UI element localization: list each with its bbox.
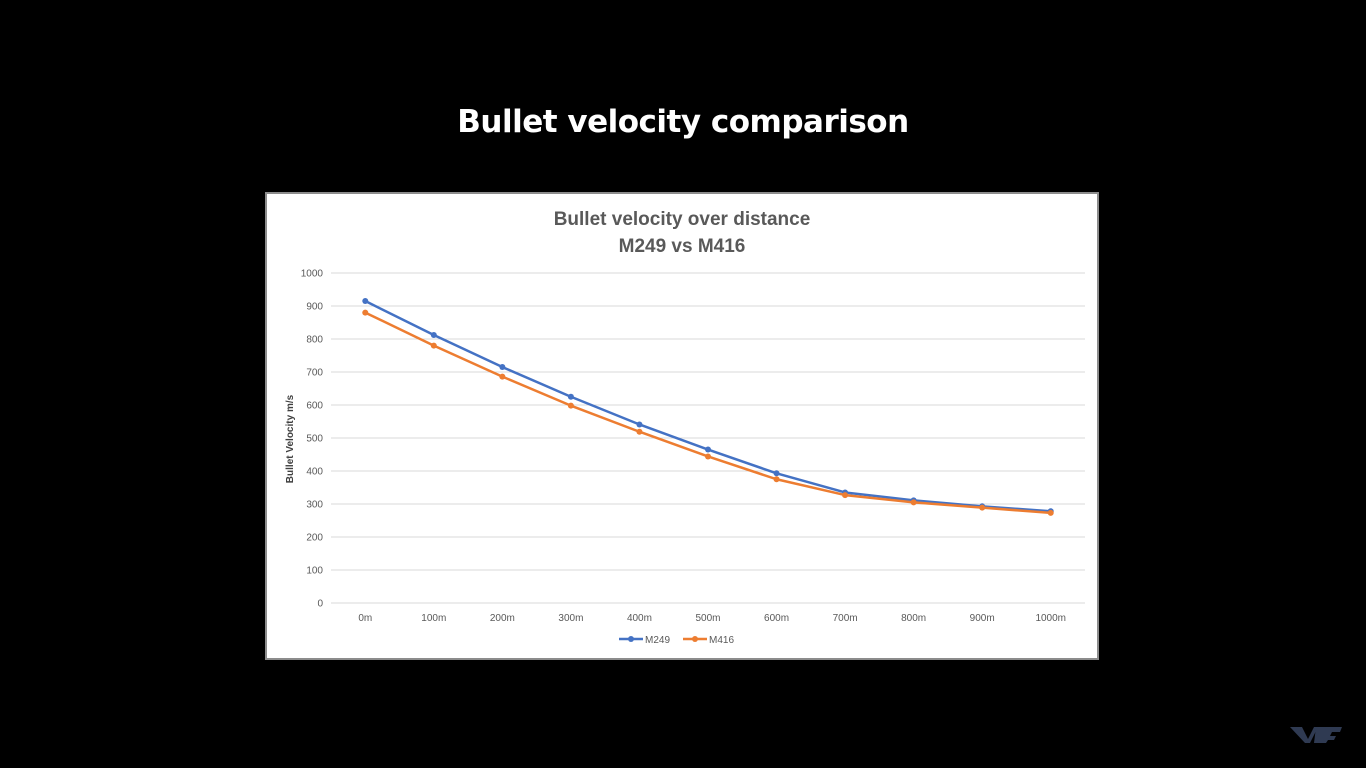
data-point	[362, 309, 369, 316]
data-point	[842, 492, 849, 499]
y-tick-label: 600	[306, 401, 323, 412]
x-tick-label: 900m	[970, 613, 995, 624]
x-tick-label: 200m	[490, 613, 515, 624]
legend: M249 M416	[619, 635, 734, 646]
legend-marker	[628, 636, 634, 642]
legend-item-m416: M416	[683, 635, 734, 646]
chart-title-line-1: Bullet velocity over distance	[554, 209, 811, 230]
line-chart: Bullet velocity over distance M249 vs M4…	[285, 209, 1085, 646]
data-point	[636, 421, 643, 428]
x-tick-label: 400m	[627, 613, 652, 624]
y-tick-label: 1000	[301, 269, 324, 280]
series-m249	[362, 298, 1054, 515]
y-tick-label: 800	[306, 335, 323, 346]
chart-container: Bullet velocity over distance M249 vs M4…	[265, 192, 1099, 660]
y-tick-label: 500	[306, 434, 323, 445]
data-point	[362, 298, 369, 305]
logo-watermark-icon	[1290, 727, 1342, 743]
x-tick-label: 100m	[421, 613, 446, 624]
data-point	[705, 446, 711, 453]
chart-title-line-2: M249 vs M416	[619, 236, 746, 257]
x-tick-label: 800m	[901, 613, 926, 624]
gridlines	[331, 272, 1085, 604]
x-tick-label: 0m	[358, 613, 372, 624]
x-tick-label: 1000m	[1035, 613, 1066, 624]
slide-title: Bullet velocity comparison	[457, 104, 909, 140]
data-point	[705, 453, 711, 460]
series-lines	[362, 298, 1054, 516]
y-tick-label: 700	[306, 368, 323, 379]
series-line	[364, 299, 1051, 513]
data-point	[1047, 509, 1054, 516]
data-point	[773, 476, 780, 483]
legend-label: M249	[645, 635, 670, 646]
legend-marker	[692, 636, 698, 642]
y-tick-label: 900	[306, 302, 323, 313]
y-tick-label: 0	[317, 599, 323, 610]
legend-label: M416	[709, 635, 734, 646]
data-point	[567, 393, 574, 400]
data-point	[773, 470, 780, 477]
x-tick-label: 600m	[764, 613, 789, 624]
legend-item-m249: M249	[619, 635, 670, 646]
series-m416	[362, 309, 1054, 516]
y-tick-label: 400	[306, 467, 323, 478]
data-point	[499, 373, 506, 380]
y-axis-ticks: 0 100 200 300 400 500 600 700 800 900 1000	[301, 269, 324, 610]
y-axis-title: Bullet Velocity m/s	[285, 394, 296, 483]
x-tick-label: 300m	[558, 613, 583, 624]
data-point	[430, 342, 437, 349]
data-point	[910, 499, 917, 506]
x-tick-label: 700m	[833, 613, 858, 624]
data-point	[499, 364, 506, 371]
data-point	[979, 504, 986, 511]
data-point	[567, 402, 574, 409]
y-tick-label: 200	[306, 533, 323, 544]
data-point	[636, 428, 643, 435]
y-tick-label: 300	[306, 500, 323, 511]
series-line	[364, 311, 1051, 515]
y-tick-label: 100	[306, 566, 323, 577]
data-point	[430, 332, 437, 339]
x-axis-ticks: 0m 100m 200m 300m 400m 500m 600m 700m 800m 900m 10…	[358, 613, 1066, 624]
x-tick-label: 500m	[695, 613, 720, 624]
